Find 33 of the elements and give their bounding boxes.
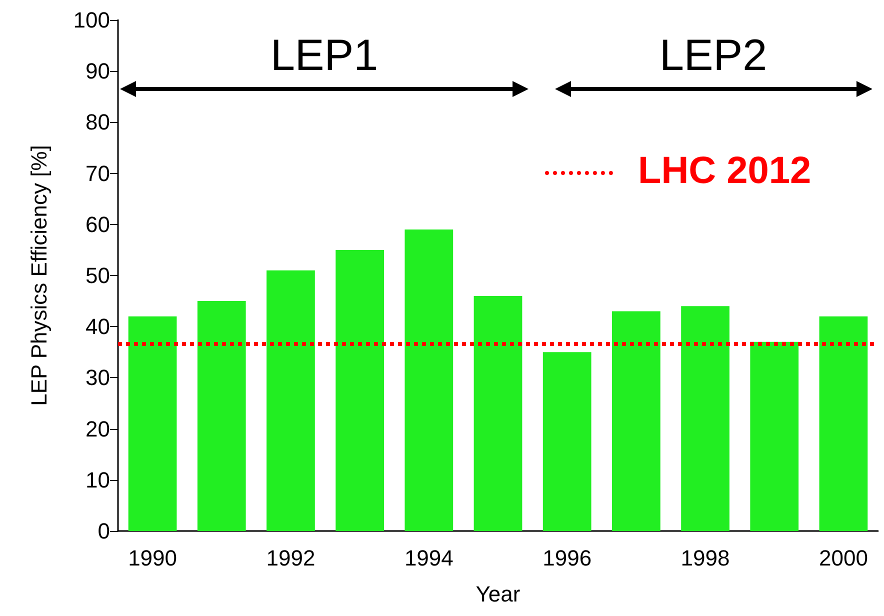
y-axis-title: LEP Physics Efficiency [%] [26, 145, 52, 406]
bar [404, 230, 454, 531]
x-tick-label: 1992 [266, 546, 316, 570]
y-tick-label: 0 [98, 518, 110, 544]
y-tick-label: 10 [86, 467, 110, 492]
bar [474, 296, 522, 531]
x-axis-title: Year [476, 582, 520, 606]
y-tick-label: 60 [86, 212, 110, 237]
x-tick-label: 1998 [680, 546, 730, 570]
y-tick-label: 100 [73, 8, 110, 32]
bar [750, 342, 799, 531]
y-tick-label: 30 [86, 365, 110, 390]
bar [681, 306, 730, 531]
x-tick-label: 1990 [128, 546, 178, 570]
bar [542, 352, 592, 531]
y-tick-label: 70 [86, 160, 110, 186]
y-tick-label: 50 [86, 263, 110, 288]
bar [612, 311, 660, 531]
annotation: LEP1 [270, 30, 378, 81]
annotation: LEP2 [659, 30, 768, 81]
legend-label: LHC 2012 [638, 150, 812, 194]
y-tick-label: 40 [86, 314, 110, 340]
x-tick-label: 2000 [818, 546, 868, 570]
bar [266, 270, 315, 531]
y-tick-label: 20 [86, 416, 110, 442]
y-tick-label: 90 [86, 58, 110, 84]
bar [128, 316, 177, 531]
bar [819, 316, 868, 531]
y-tick-label: 80 [86, 110, 110, 135]
x-tick-label: 1996 [542, 546, 592, 570]
bar [197, 301, 246, 531]
x-tick-label: 1994 [404, 546, 454, 570]
bar [336, 250, 384, 531]
